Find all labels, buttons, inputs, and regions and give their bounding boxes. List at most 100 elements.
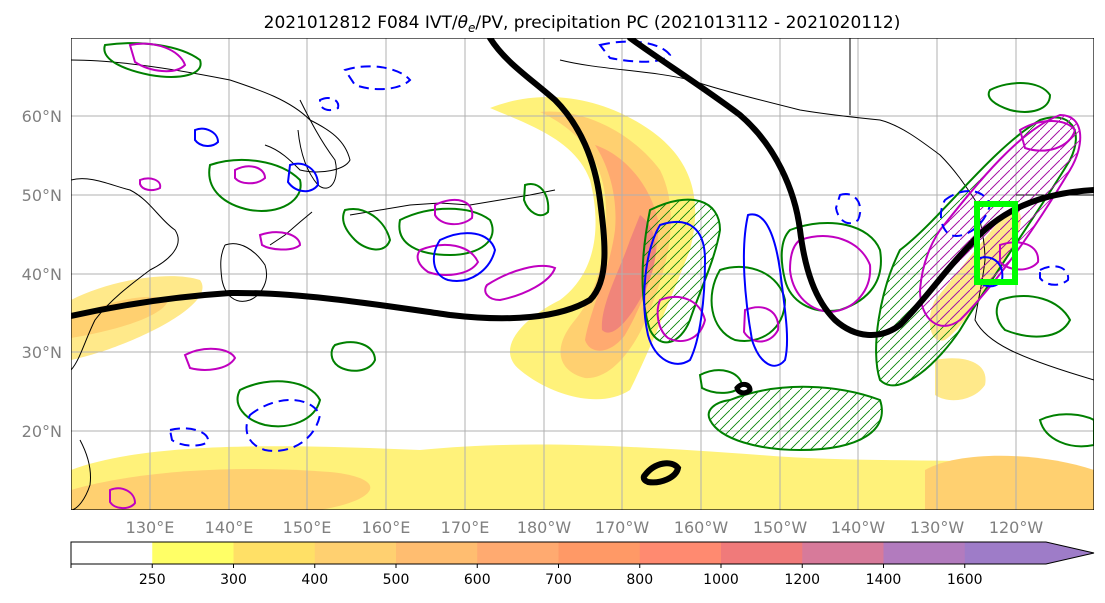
theta-e-contour	[258, 231, 302, 251]
pv-contour	[319, 97, 340, 112]
precip-contour	[330, 341, 377, 372]
pv-contour	[643, 220, 707, 365]
pv-contour	[1039, 265, 1070, 286]
colorbar-swatch	[71, 542, 153, 564]
black-contour-trough	[627, 38, 1094, 339]
colorbar-extend-arrow	[1046, 542, 1094, 564]
theta-e-contour	[183, 347, 237, 371]
lon-tick-label: 160°W	[674, 518, 729, 537]
colorbar-swatch	[233, 542, 316, 564]
colorbar-swatch	[964, 542, 1047, 564]
colorbar-tick-label: 300	[220, 572, 247, 588]
lon-tick-label: 130°W	[910, 518, 965, 537]
pv-contour	[598, 40, 672, 63]
lon-tick-label: 180°W	[517, 518, 572, 537]
precip-contour	[398, 207, 494, 257]
colorbar-tick-label: 800	[626, 572, 653, 588]
coastline-alaska	[559, 59, 976, 201]
chart-title: 2021012812 F084 IVT/θe/PV, precipitation…	[264, 13, 901, 35]
theta-e-contour	[416, 243, 480, 276]
pv-contour	[432, 232, 497, 282]
ivt-fill-west-pacific-core	[71, 296, 168, 338]
pv-contour	[168, 427, 210, 447]
highlight-box	[974, 201, 1018, 285]
lon-tick-label: 120°W	[989, 518, 1044, 537]
colorbar-tick-label: 400	[301, 572, 328, 588]
theta-e-contour	[656, 295, 707, 342]
colorbar-swatch	[152, 542, 234, 564]
black-contour-small-loop	[640, 460, 682, 486]
precip-contour	[236, 380, 322, 428]
ivt-fill-southeast	[935, 358, 986, 401]
colorbar-swatch	[802, 542, 884, 564]
lon-tick-label: 140°W	[831, 518, 886, 537]
pv-contour	[286, 162, 320, 193]
colorbar-outline	[70, 541, 1095, 565]
pv-contour	[245, 399, 322, 452]
black-contour-main	[71, 38, 608, 322]
coastline-kuril	[269, 211, 313, 246]
colorbar-swatch	[558, 542, 641, 564]
black-contour-tiny-loop	[734, 381, 753, 396]
precip-contour	[342, 208, 392, 251]
precip-contour	[995, 295, 1072, 338]
colorbar-tick-label: 1600	[947, 572, 983, 588]
theta-e-contour	[109, 487, 137, 510]
theta-e-contour	[484, 264, 557, 302]
lon-tick-label: 170°W	[595, 518, 650, 537]
coastline-kamchatka	[297, 99, 337, 189]
precip-contour	[987, 82, 1052, 113]
pv-contour	[343, 65, 412, 91]
pv-contours	[168, 40, 1070, 452]
lat-tick-label: 20°N	[22, 422, 62, 441]
colorbar-tick-label: 250	[139, 572, 166, 588]
colorbar-tick-label: 600	[464, 572, 491, 588]
colorbar-swatch	[639, 542, 722, 564]
lon-tick-label: 170°E	[441, 518, 490, 537]
coastline-asia	[71, 178, 179, 371]
pv-contour	[834, 193, 862, 225]
colorbar-tick-label: 700	[545, 572, 572, 588]
lat-tick-label: 60°N	[22, 107, 62, 126]
precip-contour	[208, 159, 302, 212]
precip-contour	[1038, 413, 1094, 448]
black-contours	[71, 38, 1094, 486]
theta-e-contour	[139, 177, 162, 192]
colorbar-swatch	[883, 542, 966, 564]
ivt-fill-east-bottom	[925, 455, 1094, 510]
lat-tick-label: 50°N	[22, 186, 62, 205]
theta-e-contour	[1018, 120, 1077, 152]
lat-tick-label: 40°N	[22, 265, 62, 284]
pv-contour	[742, 213, 789, 367]
colorbar-swatch	[314, 542, 397, 564]
coastline-japan	[220, 243, 267, 302]
lon-tick-labels: 130°E 140°E 150°E 160°E 170°E 180°W 170°…	[126, 518, 1044, 537]
colorbar-tick-label: 1000	[703, 572, 739, 588]
lon-tick-label: 150°W	[753, 518, 808, 537]
theta-e-contour	[434, 198, 474, 226]
theta-e-contour	[128, 42, 187, 73]
colorbar-tick-label: 1400	[866, 572, 902, 588]
lon-tick-label: 150°E	[283, 518, 332, 537]
ivt-fill-subtropical-core	[71, 469, 371, 510]
precip-contour	[710, 265, 787, 342]
lat-tick-label: 30°N	[22, 343, 62, 362]
colorbar-swatch	[721, 542, 803, 564]
lon-tick-label: 130°E	[126, 518, 175, 537]
pv-contour	[194, 127, 220, 147]
theta-e-contour	[742, 306, 780, 343]
colorbar-swatch	[396, 542, 478, 564]
lat-tick-labels: 20°N 30°N 40°N 50°N 60°N	[22, 107, 62, 441]
colorbar: 250 300 400 500 600 700 800 1000 1200 1400 1600	[70, 541, 1095, 588]
map-panel	[71, 38, 1094, 510]
pv-contour	[939, 190, 992, 237]
coastline-taiwan-philippines	[71, 439, 91, 510]
colorbar-swatch	[477, 542, 559, 564]
lon-tick-label: 160°E	[362, 518, 411, 537]
theta-e-contour	[234, 165, 267, 185]
colorbar-tick-label: 500	[383, 572, 410, 588]
lon-tick-label: 140°E	[205, 518, 254, 537]
colorbar-tick-label: 1200	[784, 572, 820, 588]
precip-contour	[707, 385, 883, 452]
